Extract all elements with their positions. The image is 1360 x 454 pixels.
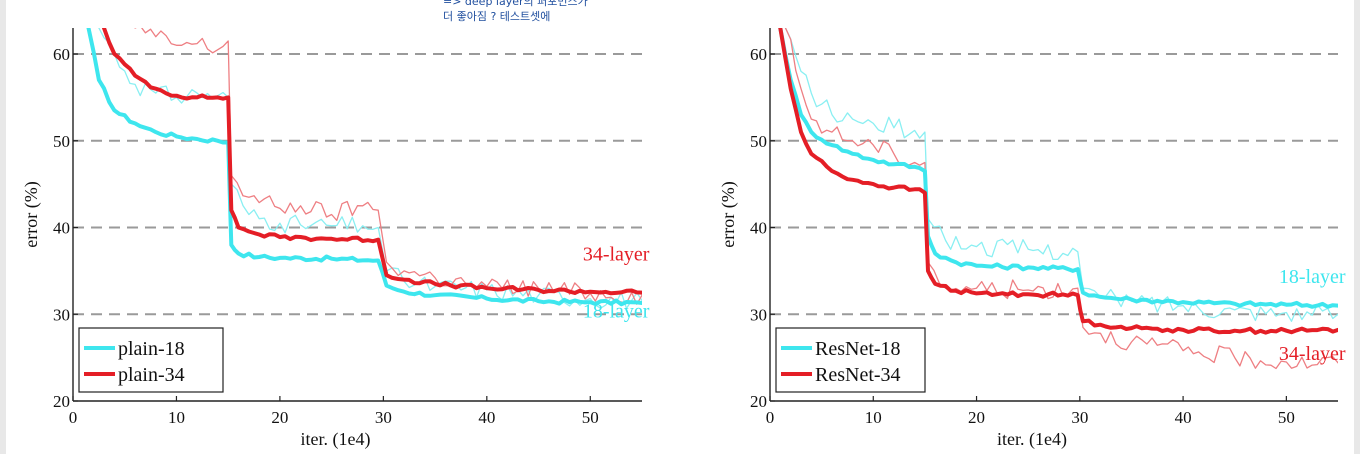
- plain-x-axis-label: iter. (1e4): [301, 429, 371, 450]
- plain-annotation-cyan: 18-layer: [583, 301, 650, 323]
- plain-series-plain-34: [102, 28, 642, 296]
- plain-y-tick-label: 20: [53, 392, 70, 411]
- resnet-legend-label: ResNet-18: [815, 338, 901, 360]
- plain-x-tick-label: 0: [69, 408, 78, 427]
- plain-legend-label: plain-34: [118, 364, 185, 386]
- plain-y-tick-label: 60: [53, 45, 70, 64]
- note-line-1: => deep layer의 퍼포먼스가: [443, 0, 588, 8]
- resnet-y-tick-label: 60: [750, 45, 767, 64]
- resnet-x-tick-label: 50: [1278, 408, 1295, 427]
- plain-x-tick-label: 20: [271, 408, 288, 427]
- resnet-y-tick-label: 20: [750, 392, 767, 411]
- left-window-edge: [0, 0, 6, 454]
- plain-y-tick-label: 40: [53, 219, 70, 238]
- resnet-y-tick-label: 50: [750, 132, 767, 151]
- resnet-y-tick-label: 30: [750, 305, 767, 324]
- plain-legend-label: plain-18: [118, 338, 185, 360]
- resnet-x-tick-label: 10: [865, 408, 882, 427]
- plain-x-tick-label: 40: [478, 408, 495, 427]
- handwritten-note: => deep layer의 퍼포먼스가 더 좋아짐 ? 테스트셋에: [443, 0, 588, 24]
- resnet-x-tick-label: 30: [1071, 408, 1088, 427]
- resnet-series-resnet-34: [778, 28, 1338, 335]
- plain-series-plain-18: [86, 28, 642, 307]
- resnet-legend-box: [775, 327, 926, 393]
- plain-networks-chart: 0 10 20 30 40 50 20 30 40 50 60 iter. (1e4) error (%…: [21, 28, 650, 450]
- resnet-x-tick-label: 20: [968, 408, 985, 427]
- resnet-x-axis-label: iter. (1e4): [997, 429, 1067, 450]
- resnet-series-group: [778, 28, 1338, 370]
- plain-y-tick-label: 30: [53, 305, 70, 324]
- plain-legend-box: [78, 327, 224, 393]
- resnet-x-tick-label: 40: [1175, 408, 1192, 427]
- plain-y-tick-label: 50: [53, 132, 70, 151]
- resnet-series-resnet-18-test: [784, 28, 1338, 322]
- resnet-y-axis-label: error (%): [718, 181, 739, 247]
- resnet-annotation-cyan: 18-layer: [1279, 266, 1346, 288]
- plain-y-axis-label: error (%): [21, 181, 42, 247]
- resnet-x-tick-label: 0: [766, 408, 775, 427]
- note-line-2: 더 좋아짐 ? 테스트셋에: [443, 10, 551, 23]
- resnet-legend-label: ResNet-34: [815, 364, 901, 386]
- resnet-series-resnet-34-test: [784, 28, 1338, 370]
- plain-series-group: [86, 28, 642, 310]
- resnet-y-tick-label: 40: [750, 219, 767, 238]
- plain-x-tick-label: 50: [582, 408, 599, 427]
- plain-annotation-red: 34-layer: [583, 243, 650, 265]
- resnet-series-resnet-18: [778, 28, 1338, 309]
- right-window-edge: [1354, 0, 1360, 454]
- plain-x-tick-label: 10: [168, 408, 185, 427]
- resnet-annotation-red: 34-layer: [1279, 343, 1346, 365]
- plain-x-tick-label: 30: [375, 408, 392, 427]
